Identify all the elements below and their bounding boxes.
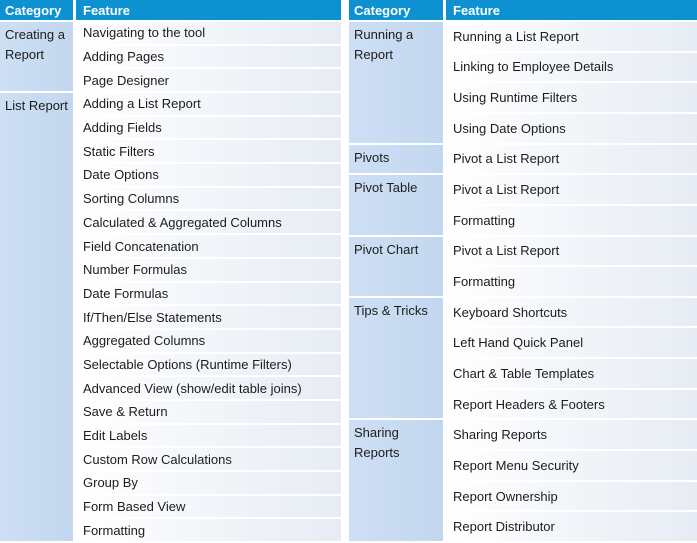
feature-column-header: Feature: [453, 2, 500, 18]
table-header-row: Category Feature: [0, 0, 341, 22]
feature-cell-column: Pivot a List Report Formatting: [446, 236, 697, 298]
feature-cell-column: Pivot a List Report Formatting: [446, 175, 697, 237]
feature-cell: Calculated & Aggregated Columns: [76, 211, 341, 236]
feature-cell: Report Distributor: [446, 512, 697, 543]
category-feature-table-right: Category Feature Running a Report Running…: [349, 0, 697, 543]
category-group-row: Sharing Reports Sharing Reports Report Men…: [349, 420, 697, 543]
feature-cell: Sharing Reports: [446, 420, 697, 452]
feature-cell: Report Ownership: [446, 481, 697, 513]
feature-cell: Pivot a List Report: [446, 144, 697, 176]
category-feature-table-left: Category Feature Creating a Report Naviga…: [0, 0, 341, 543]
feature-cell: Adding Pages: [76, 45, 341, 70]
category-cell: Pivots: [349, 144, 446, 176]
feature-cell-column: Sharing Reports Report Menu Security Repor…: [446, 420, 697, 543]
feature-cell-column: Adding a List Report Adding Fields Static …: [76, 93, 341, 543]
feature-cell: If/Then/Else Statements: [76, 306, 341, 330]
feature-cell: Date Formulas: [76, 282, 341, 307]
feature-cell: Save & Return: [76, 400, 341, 425]
feature-cell: Page Designer: [76, 69, 341, 94]
category-group-row: List Report Adding a List Report Adding Fi…: [0, 93, 341, 543]
feature-cell: Using Date Options: [446, 113, 697, 145]
feature-cell: Advanced View (show/edit table joins): [76, 377, 341, 401]
feature-cell: Adding Fields: [76, 116, 341, 141]
category-column-header: Category: [0, 0, 76, 20]
category-group-row: Tips & Tricks Keyboard Shortcuts Left Hand…: [349, 297, 697, 421]
feature-cell: Chart & Table Templates: [446, 359, 697, 390]
feature-cell-column: Keyboard Shortcuts Left Hand Quick Panel C…: [446, 297, 697, 421]
table-header-row: Category Feature: [349, 0, 697, 22]
feature-cell: Report Headers & Footers: [446, 389, 697, 421]
feature-cell: Selectable Options (Runtime Filters): [76, 353, 341, 378]
category-cell: Pivot Chart: [349, 236, 446, 298]
feature-cell: Number Formulas: [76, 258, 341, 283]
category-cell: Tips & Tricks: [349, 297, 446, 421]
feature-cell: Field Concatenation: [76, 235, 341, 259]
category-cell: Pivot Table: [349, 175, 446, 237]
category-cell: Creating a Report: [0, 22, 76, 94]
feature-cell: Group By: [76, 472, 341, 496]
feature-cell: Date Options: [76, 164, 341, 188]
category-group-row: Pivot Chart Pivot a List Report Formatting: [349, 236, 697, 298]
feature-cell: Adding a List Report: [76, 93, 341, 117]
category-group-row: Creating a Report Navigating to the tool A…: [0, 22, 341, 94]
feature-cell-column: Pivot a List Report: [446, 144, 697, 176]
feature-cell: Running a List Report: [446, 22, 697, 53]
table-body: Running a Report Running a List Report Lin…: [349, 22, 697, 543]
feature-cell: Edit Labels: [76, 424, 341, 449]
category-cell: Running a Report: [349, 22, 446, 145]
feature-cell: Form Based View: [76, 495, 341, 520]
feature-cell: Formatting: [446, 267, 697, 298]
category-cell: List Report: [0, 93, 76, 543]
category-column-header: Category: [349, 0, 446, 20]
feature-cell: Pivot a List Report: [446, 175, 697, 206]
feature-column-header: Feature: [83, 2, 130, 18]
feature-cell: Report Menu Security: [446, 451, 697, 482]
category-cell: Sharing Reports: [349, 420, 446, 543]
feature-cell: Aggregated Columns: [76, 329, 341, 354]
feature-cell: Left Hand Quick Panel: [446, 328, 697, 360]
feature-cell: Linking to Employee Details: [446, 52, 697, 84]
feature-cell: Custom Row Calculations: [76, 448, 341, 473]
feature-cell: Pivot a List Report: [446, 236, 697, 268]
feature-cell: Sorting Columns: [76, 187, 341, 212]
feature-cell: Static Filters: [76, 140, 341, 165]
category-group-row: Pivots Pivot a List Report: [349, 144, 697, 176]
feature-cell: Keyboard Shortcuts: [446, 297, 697, 329]
feature-cell-column: Navigating to the tool Adding Pages Page D…: [76, 22, 341, 94]
feature-cell: Using Runtime Filters: [446, 83, 697, 114]
category-group-row: Pivot Table Pivot a List Report Formatting: [349, 175, 697, 237]
table-body: Creating a Report Navigating to the tool A…: [0, 22, 341, 543]
feature-cell: Navigating to the tool: [76, 22, 341, 46]
feature-cell: Formatting: [446, 205, 697, 237]
feature-cell-column: Running a List Report Linking to Employee…: [446, 22, 697, 145]
category-group-row: Running a Report Running a List Report Lin…: [349, 22, 697, 145]
feature-cell: Formatting: [76, 519, 341, 543]
